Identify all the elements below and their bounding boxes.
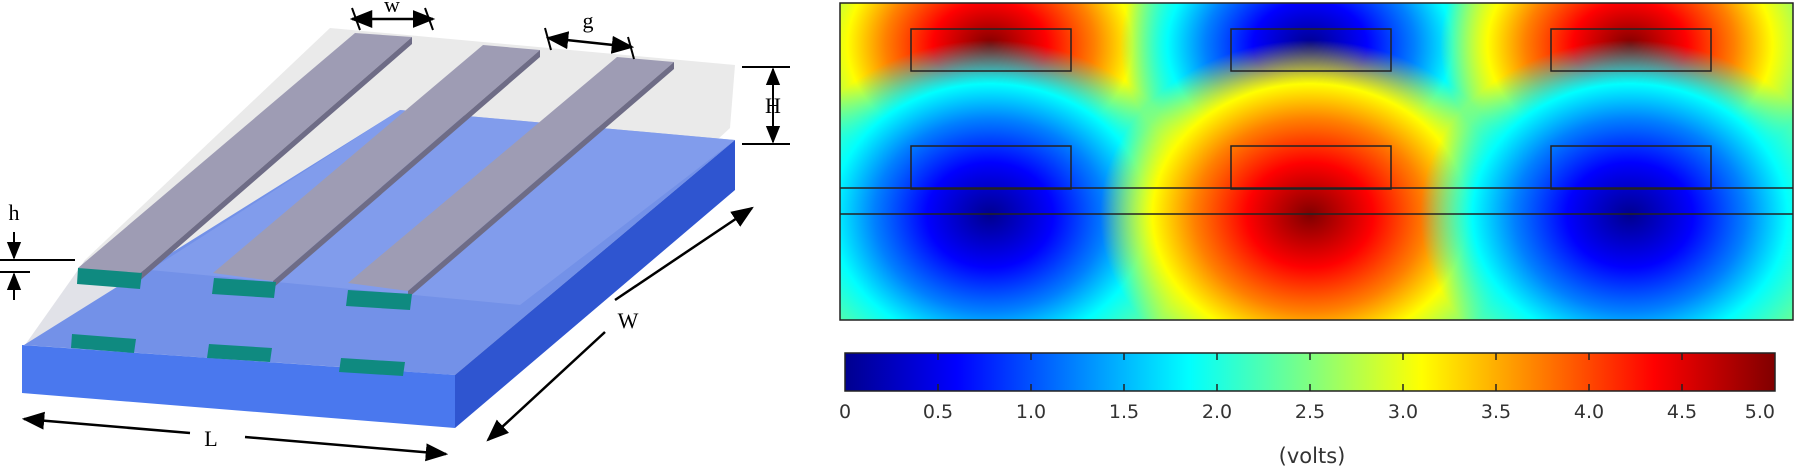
colorbar-tick-label: 2.5 <box>1295 401 1325 423</box>
top-strip-1-edge <box>137 37 412 283</box>
field-lobe-bottom-2 <box>1100 40 1520 320</box>
field-map-frame <box>839 2 1794 321</box>
colorbar-tick-labels: 0 0.5 1.0 1.5 2.0 2.5 3.0 3.5 4.0 4.5 5.0 <box>839 401 1775 423</box>
electrode-outline-top-3 <box>1550 28 1712 72</box>
colorbar: 0 0.5 1.0 1.5 2.0 2.5 3.0 3.5 4.0 4.5 5.0 (volts) <box>839 352 1776 468</box>
colorbar-tick-label: 4.0 <box>1574 401 1604 423</box>
electrode-cap-lower-3 <box>339 358 405 376</box>
colorbar-tick-label: 3.0 <box>1388 401 1418 423</box>
dim-W-arrow-up <box>614 206 754 302</box>
top-strip-3-edge <box>408 62 674 298</box>
field-lobe-bottom-3 <box>1420 40 1793 320</box>
dim-L-arrow-right <box>244 435 449 462</box>
substrate-side <box>455 140 735 428</box>
dim-label-L: L <box>204 426 217 451</box>
dim-label-W: W <box>618 308 639 333</box>
potential-field-map <box>839 2 1794 321</box>
dim-label-H: H <box>765 93 781 118</box>
dim-W-arrow-down <box>486 331 606 442</box>
substrate-front <box>22 345 455 428</box>
electrode-outline-bottom-1 <box>910 145 1072 190</box>
colorbar-tick-label: 5.0 <box>1745 401 1775 423</box>
dim-g-arrow <box>545 31 635 54</box>
dim-w-tick-right <box>424 7 434 31</box>
electrode-cap-upper-2 <box>212 278 276 298</box>
electrode-outline-top-1 <box>910 28 1072 72</box>
dim-g-tick-right <box>627 36 635 60</box>
top-strip-3 <box>348 57 674 291</box>
colorbar-tick-label: 4.5 <box>1667 401 1697 423</box>
colorbar-tick-label: 0.5 <box>923 401 953 423</box>
electrode-outline-bottom-3 <box>1550 145 1712 190</box>
electrode-outline-bottom-2 <box>1230 145 1392 190</box>
dim-L-arrow-left <box>21 411 191 435</box>
electrode-cap-upper-3 <box>346 290 412 310</box>
top-strip-1 <box>78 33 412 276</box>
colorbar-tick-label: 1.5 <box>1109 401 1139 423</box>
electrode-cap-upper-1 <box>77 268 142 289</box>
dim-w-tick-left <box>351 7 361 31</box>
electrode-outline-top-2 <box>1230 28 1392 72</box>
colorbar-tick-label: 0 <box>839 401 851 423</box>
colorbar-unit-label: (volts) <box>1279 444 1346 468</box>
dim-g-tick-left <box>544 27 552 51</box>
colorbar-tick-label: 1.0 <box>1016 401 1046 423</box>
waveguide-schematic: w g H h L W <box>0 0 790 462</box>
colorbar-tick-label: 2.0 <box>1202 401 1232 423</box>
dim-label-w: w <box>384 0 400 17</box>
colorbar-ticks <box>937 353 1683 391</box>
electrode-cap-lower-1 <box>71 334 136 353</box>
top-strip-2-edge <box>273 50 540 288</box>
dim-label-h: h <box>9 200 20 225</box>
top-strip-2 <box>213 45 540 281</box>
colorbar-tick-label: 3.5 <box>1481 401 1511 423</box>
dim-label-g: g <box>583 8 594 33</box>
electrode-cap-lower-2 <box>207 344 272 362</box>
